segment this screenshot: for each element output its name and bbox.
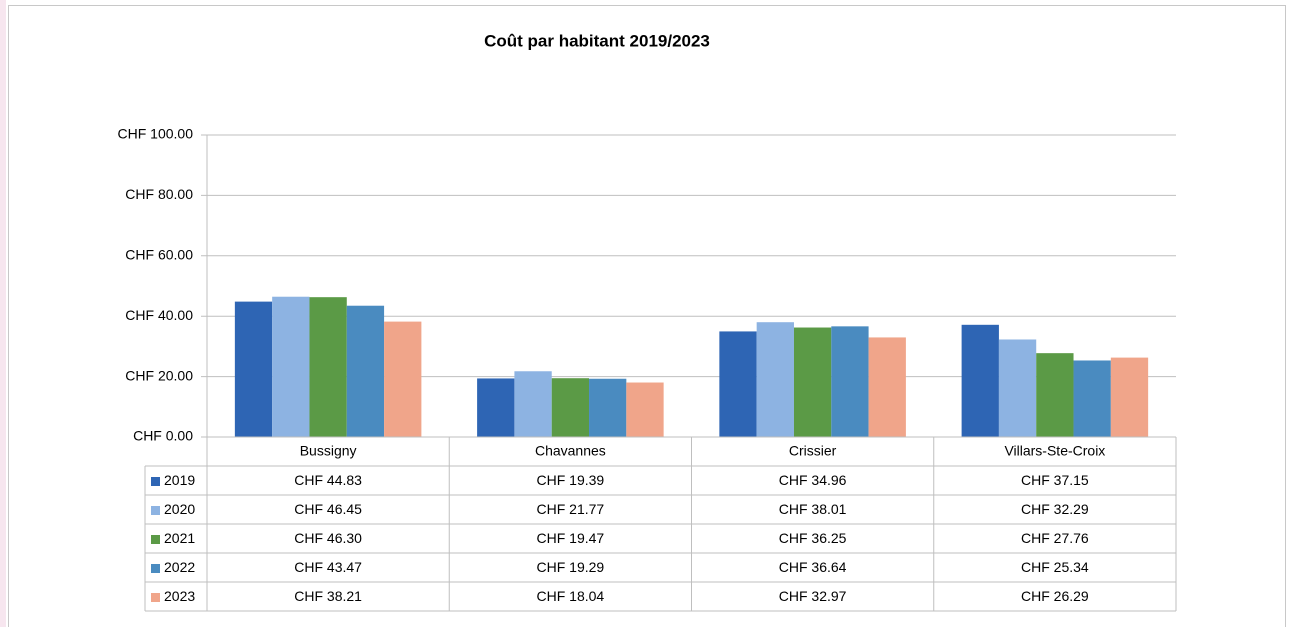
table-cell: CHF 18.04	[537, 588, 605, 604]
bar	[961, 324, 999, 437]
bar	[868, 337, 906, 437]
page-edge	[0, 0, 6, 627]
bar	[551, 378, 590, 437]
category-label: Villars-Ste-Croix	[1004, 443, 1105, 459]
table-cell: CHF 19.39	[537, 472, 605, 488]
legend-label: 2021	[164, 530, 195, 546]
bar	[626, 382, 664, 437]
bar	[756, 322, 794, 437]
bar	[831, 326, 869, 437]
table-cell: CHF 36.25	[779, 530, 847, 546]
table-cell: CHF 44.83	[294, 472, 362, 488]
bar	[477, 378, 515, 437]
legend-swatch	[151, 535, 160, 544]
category-label: Crissier	[789, 443, 837, 459]
table-cell: CHF 32.97	[779, 588, 847, 604]
legend-swatch	[151, 506, 160, 515]
bar	[309, 297, 347, 437]
y-tick-label: CHF 80.00	[125, 186, 193, 202]
y-tick-label: CHF 20.00	[125, 367, 193, 383]
y-tick-label: CHF 40.00	[125, 307, 193, 323]
table-cell: CHF 37.15	[1021, 472, 1089, 488]
table-cell: CHF 32.29	[1021, 501, 1089, 517]
table-cell: CHF 38.21	[294, 588, 362, 604]
bar	[1073, 360, 1111, 437]
table-cell: CHF 46.30	[294, 530, 362, 546]
bar	[793, 327, 832, 437]
legend-swatch	[151, 593, 160, 602]
table-cell: CHF 19.47	[537, 530, 605, 546]
table-cell: CHF 19.29	[537, 559, 605, 575]
table-cell: CHF 46.45	[294, 501, 362, 517]
legend-label: 2023	[164, 588, 195, 604]
table-cell: CHF 36.64	[779, 559, 847, 575]
y-tick-label: CHF 60.00	[125, 247, 193, 263]
bar	[1036, 353, 1074, 437]
category-label: Chavannes	[535, 443, 606, 459]
bar	[346, 305, 385, 437]
category-label: Bussigny	[300, 443, 357, 459]
table-cell: CHF 38.01	[779, 501, 847, 517]
bar	[998, 339, 1037, 437]
y-tick-label: CHF 0.00	[133, 428, 193, 444]
table-cell: CHF 25.34	[1021, 559, 1089, 575]
chart-title: Coût par habitant 2019/2023	[484, 31, 710, 50]
legend-label: 2020	[164, 501, 195, 517]
bar	[1110, 357, 1149, 437]
legend-swatch	[151, 564, 160, 573]
bar	[514, 371, 552, 437]
legend-label: 2019	[164, 472, 195, 488]
bar	[234, 301, 273, 437]
legend-label: 2022	[164, 559, 195, 575]
table-cell: CHF 43.47	[294, 559, 362, 575]
table-cell: CHF 21.77	[537, 501, 605, 517]
y-tick-label: CHF 100.00	[118, 126, 194, 142]
bar	[272, 296, 310, 437]
bar	[589, 378, 627, 437]
bar	[384, 321, 422, 437]
table-cell: CHF 27.76	[1021, 530, 1089, 546]
table-cell: CHF 26.29	[1021, 588, 1089, 604]
legend-swatch	[151, 477, 160, 486]
bar	[719, 331, 757, 437]
table-cell: CHF 34.96	[779, 472, 847, 488]
